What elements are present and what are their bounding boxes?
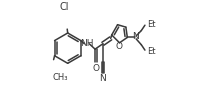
Text: N: N [132, 32, 138, 41]
Text: O: O [115, 42, 123, 51]
Text: Et: Et [147, 47, 156, 56]
Text: CH₃: CH₃ [53, 73, 68, 82]
Text: Et: Et [147, 20, 156, 29]
Text: Cl: Cl [59, 2, 69, 12]
Text: N: N [99, 74, 106, 83]
Text: NH: NH [81, 39, 94, 48]
Text: O: O [92, 64, 99, 73]
